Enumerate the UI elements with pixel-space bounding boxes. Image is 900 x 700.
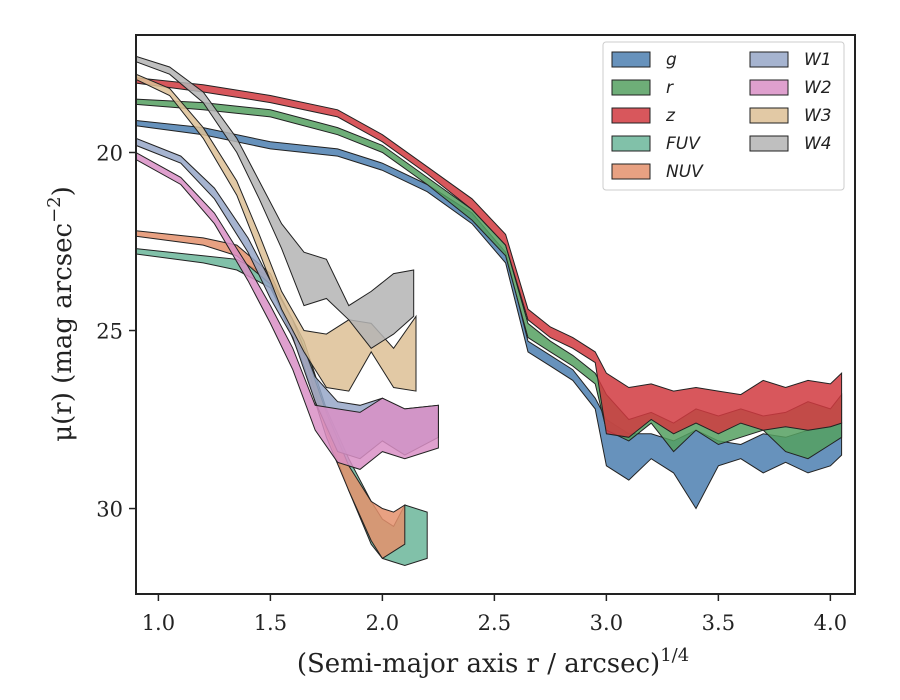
legend-swatch-z xyxy=(611,107,651,124)
x-axis-label: (Semi-major axis r / arcsec)1/4 xyxy=(297,645,689,679)
y-tick-label: 30 xyxy=(96,498,123,522)
legend-box xyxy=(602,41,845,191)
y-axis-ticks: 20 25 30 xyxy=(96,141,136,522)
plot-frame xyxy=(135,34,856,595)
legend-swatch-fuv xyxy=(611,135,651,152)
x-axis-label-text: (Semi-major axis r / arcsec) xyxy=(297,649,660,679)
legend-label-w4: W4 xyxy=(804,134,832,154)
x-axis-ticks: 1.0 1.5 2.0 2.5 3.0 3.5 4.0 xyxy=(142,594,847,635)
x-tick-label: 2.0 xyxy=(366,611,399,635)
x-tick-label: 1.5 xyxy=(254,611,287,635)
x-tick-label: 4.0 xyxy=(814,611,847,635)
legend-label-w3: W3 xyxy=(804,106,832,126)
y-axis-label-exponent: −2 xyxy=(44,196,65,223)
legend-swatch-w1 xyxy=(749,51,789,68)
legend-label-w1: W1 xyxy=(804,50,832,70)
legend-label-nuv: NUV xyxy=(666,162,704,182)
legend-label-g: g xyxy=(666,50,677,70)
legend-swatch-w2 xyxy=(749,79,789,96)
x-tick-label: 2.5 xyxy=(478,611,511,635)
legend-label-w2: W2 xyxy=(804,78,832,98)
series-band-w2 xyxy=(136,151,439,470)
x-tick-label: 3.5 xyxy=(702,611,735,635)
legend: grz FUV NUV W1 W2 W3 W4 xyxy=(602,41,845,191)
y-tick-label: 25 xyxy=(96,320,123,344)
x-tick-label: 1.0 xyxy=(142,611,175,635)
legend-swatch-r xyxy=(611,79,651,96)
y-tick-label: 20 xyxy=(96,141,123,165)
series-band-w4 xyxy=(136,55,415,349)
y-axis-label: μ(r) (mag arcsec−2) xyxy=(44,186,78,442)
legend-swatch-nuv xyxy=(611,163,651,180)
y-axis-label-text: μ(r) (mag arcsec xyxy=(48,223,78,442)
legend-label-z: z xyxy=(665,106,676,126)
legend-label-fuv: FUV xyxy=(666,134,701,154)
legend-swatch-w4 xyxy=(749,135,789,152)
series-layer xyxy=(136,55,843,567)
legend-swatch-g xyxy=(611,51,651,68)
x-axis-label-exponent: 1/4 xyxy=(660,645,689,666)
y-axis-label-close: ) xyxy=(48,186,78,196)
series-band-w3 xyxy=(136,73,417,392)
series-band-z xyxy=(136,77,843,438)
legend-swatch-w3 xyxy=(749,107,789,124)
series-band-g xyxy=(136,119,843,510)
x-tick-label: 3.0 xyxy=(590,611,623,635)
legend-label-r: r xyxy=(666,78,674,98)
